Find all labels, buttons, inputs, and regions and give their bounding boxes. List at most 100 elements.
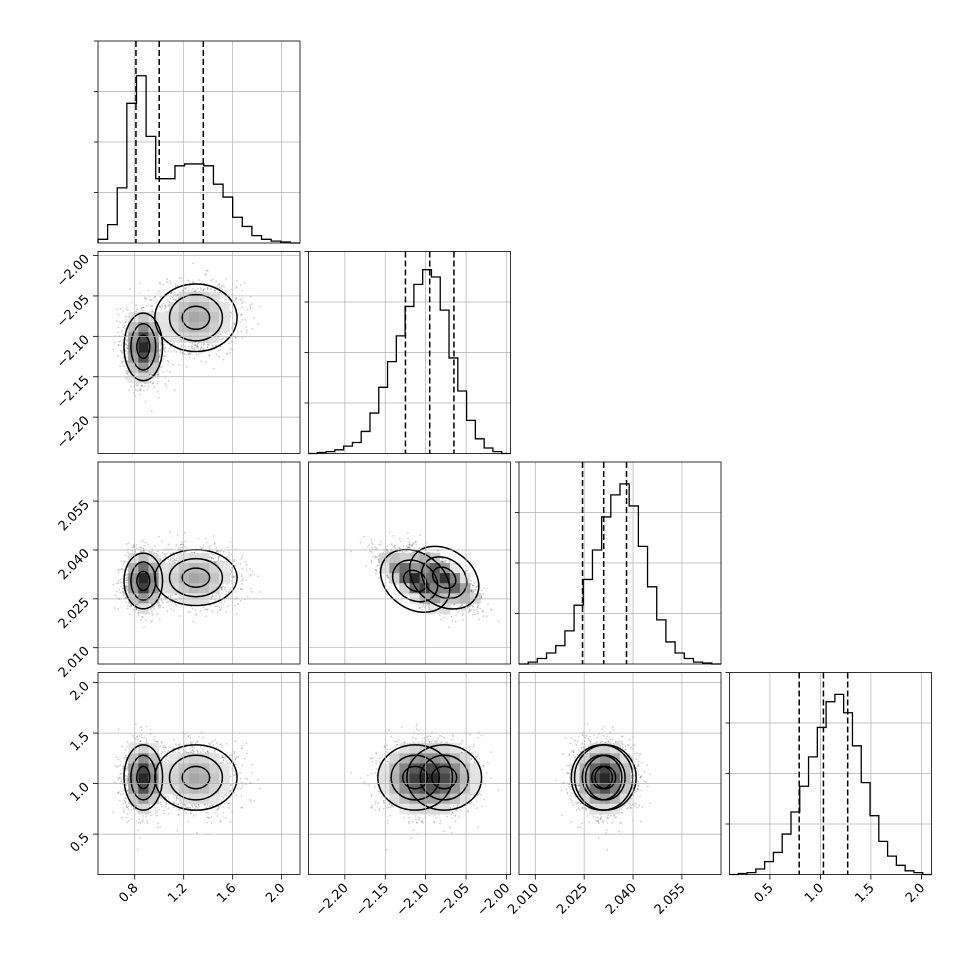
sample-point — [115, 590, 118, 593]
density-cell — [188, 291, 200, 303]
density-cell — [219, 302, 230, 313]
sample-point — [125, 581, 128, 584]
sample-point — [196, 344, 198, 347]
sample-point — [245, 331, 248, 334]
sample-point — [193, 551, 196, 554]
sample-point — [165, 385, 168, 388]
density-cell — [188, 302, 200, 313]
sample-point — [195, 614, 198, 617]
sample-point — [169, 559, 172, 562]
density-cell — [158, 332, 170, 343]
sample-point — [250, 302, 253, 305]
density-cell — [199, 332, 210, 343]
sample-point — [249, 574, 252, 577]
sample-point — [187, 279, 190, 282]
sample-point — [191, 280, 194, 283]
sample-point — [126, 372, 129, 375]
sample-point — [145, 619, 147, 622]
sample-point — [163, 355, 165, 357]
sample-point — [220, 293, 223, 296]
sample-point — [156, 613, 159, 616]
sample-point — [212, 557, 215, 560]
sample-point — [217, 349, 220, 352]
sample-point — [121, 330, 124, 332]
density-cell — [128, 362, 139, 374]
sample-point — [159, 344, 162, 347]
density-cell — [209, 322, 220, 333]
sample-point — [119, 340, 122, 343]
sample-point — [129, 288, 131, 290]
sample-point — [158, 305, 161, 308]
sample-point — [142, 306, 145, 309]
sample-point — [202, 546, 204, 549]
sample-point — [208, 354, 211, 357]
sample-point — [206, 608, 209, 611]
sample-point — [174, 283, 177, 286]
sample-point — [115, 308, 118, 311]
sample-point — [150, 620, 153, 623]
sample-point — [219, 561, 221, 563]
sample-point — [241, 318, 244, 321]
sample-point — [122, 326, 125, 329]
sample-point — [125, 543, 128, 545]
sample-point — [170, 345, 172, 348]
sample-point — [159, 282, 162, 285]
sample-point — [126, 573, 129, 576]
sample-point — [241, 578, 244, 581]
sample-point — [196, 345, 199, 348]
sample-point — [211, 595, 214, 597]
sample-point — [124, 560, 126, 563]
sample-point — [205, 274, 207, 277]
sample-point — [206, 345, 209, 348]
sample-point — [173, 559, 176, 562]
sample-point — [215, 546, 218, 549]
sample-point — [232, 576, 235, 578]
density-cell — [128, 322, 139, 333]
density-cell — [138, 322, 149, 333]
sample-point — [136, 389, 138, 392]
sample-point — [175, 557, 178, 560]
sample-point — [224, 586, 226, 589]
sample-point — [173, 609, 176, 612]
sample-point — [209, 556, 212, 558]
sample-point — [188, 356, 191, 359]
sample-point — [164, 346, 167, 349]
sample-point — [122, 587, 125, 590]
sample-point — [124, 321, 127, 324]
sample-point — [170, 291, 173, 294]
sample-point — [181, 351, 184, 354]
sample-point — [120, 360, 123, 363]
sample-point — [142, 539, 145, 542]
sample-point — [240, 313, 243, 316]
sample-point — [177, 554, 180, 557]
sample-point — [163, 553, 166, 555]
sample-point — [123, 594, 125, 597]
sample-point — [136, 308, 139, 311]
sample-point — [251, 328, 254, 331]
sample-point — [184, 545, 186, 548]
sample-point — [124, 596, 127, 599]
panel-frame-1-1 — [308, 251, 511, 454]
sample-point — [194, 344, 197, 347]
sample-point — [174, 603, 177, 606]
sample-point — [215, 353, 218, 356]
sample-point — [184, 347, 187, 350]
sample-point — [149, 551, 151, 554]
sample-point — [156, 382, 159, 385]
sample-point — [126, 576, 128, 579]
sample-point — [193, 347, 196, 350]
sample-point — [126, 589, 129, 591]
sample-point — [192, 262, 195, 265]
sample-point — [162, 283, 164, 286]
sample-point — [130, 385, 133, 388]
sample-point — [159, 605, 162, 608]
sample-point — [172, 298, 175, 301]
density-cell — [188, 322, 200, 333]
sample-point — [124, 377, 127, 379]
sample-point — [173, 389, 176, 392]
sample-point — [202, 606, 205, 609]
sample-point — [142, 306, 145, 309]
sample-point — [204, 538, 207, 540]
density-cell — [148, 332, 159, 343]
contour-1-0 — [130, 322, 157, 371]
